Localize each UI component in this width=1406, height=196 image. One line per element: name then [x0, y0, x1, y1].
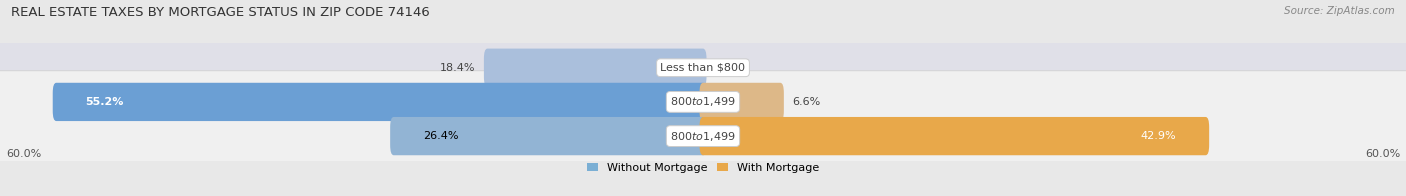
- Text: 60.0%: 60.0%: [6, 149, 41, 159]
- Text: Less than $800: Less than $800: [661, 63, 745, 73]
- Text: $800 to $1,499: $800 to $1,499: [671, 130, 735, 143]
- Text: 18.4%: 18.4%: [440, 63, 475, 73]
- Text: $800 to $1,499: $800 to $1,499: [671, 95, 735, 108]
- FancyBboxPatch shape: [700, 117, 1209, 155]
- FancyBboxPatch shape: [0, 37, 1406, 167]
- Text: 55.2%: 55.2%: [86, 97, 124, 107]
- FancyBboxPatch shape: [53, 83, 707, 121]
- FancyBboxPatch shape: [700, 83, 785, 121]
- FancyBboxPatch shape: [484, 49, 707, 87]
- FancyBboxPatch shape: [391, 117, 707, 155]
- FancyBboxPatch shape: [0, 2, 1406, 133]
- FancyBboxPatch shape: [0, 71, 1406, 196]
- Text: 60.0%: 60.0%: [1365, 149, 1400, 159]
- Text: 26.4%: 26.4%: [423, 131, 458, 141]
- Text: REAL ESTATE TAXES BY MORTGAGE STATUS IN ZIP CODE 74146: REAL ESTATE TAXES BY MORTGAGE STATUS IN …: [11, 6, 430, 19]
- Text: Source: ZipAtlas.com: Source: ZipAtlas.com: [1284, 6, 1395, 16]
- Legend: Without Mortgage, With Mortgage: Without Mortgage, With Mortgage: [583, 160, 823, 176]
- Text: 0.0%: 0.0%: [714, 63, 742, 73]
- Text: 6.6%: 6.6%: [792, 97, 820, 107]
- Text: 42.9%: 42.9%: [1140, 131, 1177, 141]
